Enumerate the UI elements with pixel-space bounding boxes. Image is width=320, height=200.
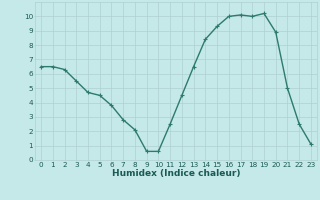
X-axis label: Humidex (Indice chaleur): Humidex (Indice chaleur) xyxy=(112,169,240,178)
